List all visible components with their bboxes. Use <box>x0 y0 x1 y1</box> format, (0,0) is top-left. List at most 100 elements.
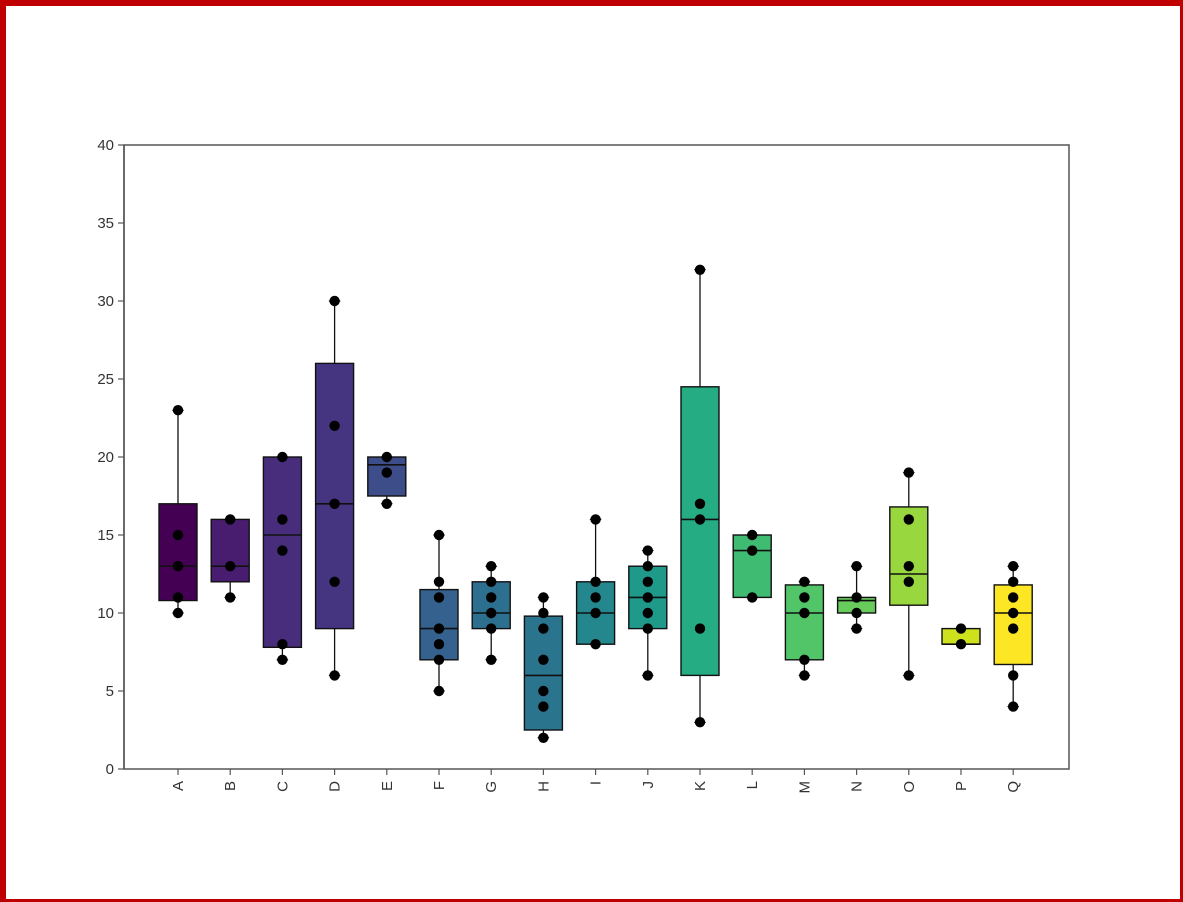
data-point <box>486 607 497 619</box>
data-point <box>590 639 601 650</box>
data-point <box>433 654 445 665</box>
data-point <box>433 623 445 634</box>
data-point <box>433 576 445 587</box>
data-point <box>694 623 706 634</box>
data-point <box>1008 592 1019 603</box>
data-point <box>486 561 497 572</box>
box-group-A <box>158 405 198 618</box>
data-point <box>851 561 862 572</box>
data-point <box>277 545 288 556</box>
data-point <box>433 685 445 697</box>
x-tick-label: L <box>744 781 761 789</box>
data-point <box>590 576 601 587</box>
x-tick-label: Q <box>1005 781 1022 793</box>
data-point <box>590 514 601 525</box>
box-group-C <box>262 452 303 665</box>
box <box>314 362 355 630</box>
box-group-O <box>889 467 929 681</box>
data-point <box>799 576 810 587</box>
y-tick-label: 0 <box>106 761 114 778</box>
y-tick-label: 30 <box>97 293 114 310</box>
data-point <box>1008 561 1019 572</box>
data-point <box>538 685 549 697</box>
y-tick-label: 20 <box>97 449 114 466</box>
x-tick-label: M <box>796 781 813 794</box>
data-point <box>694 498 706 509</box>
data-point <box>642 561 653 572</box>
data-point <box>642 670 653 681</box>
data-point <box>538 623 549 634</box>
x-tick-label: A <box>170 781 187 791</box>
box-group-L <box>732 530 772 603</box>
data-point <box>590 592 601 603</box>
box <box>158 503 198 602</box>
data-point <box>329 295 340 307</box>
data-point <box>1008 576 1019 587</box>
data-point <box>955 623 967 634</box>
data-point <box>747 529 758 541</box>
x-tick-label: E <box>379 781 396 791</box>
data-point <box>538 654 549 665</box>
x-tick-label: D <box>327 781 344 792</box>
data-point <box>172 561 184 572</box>
y-tick-label: 35 <box>97 215 114 232</box>
y-tick-label: 15 <box>97 527 114 544</box>
data-point <box>694 717 706 728</box>
data-point <box>329 498 340 509</box>
data-point <box>1008 701 1019 712</box>
data-point <box>172 529 184 541</box>
data-point <box>433 639 445 650</box>
data-point <box>172 405 184 416</box>
data-point <box>799 607 810 619</box>
data-point <box>329 576 340 587</box>
data-point <box>381 498 392 509</box>
x-tick-label: J <box>640 781 657 789</box>
data-point <box>747 545 758 556</box>
data-point <box>642 576 653 587</box>
box <box>732 534 772 599</box>
data-point <box>799 670 810 681</box>
data-point <box>433 592 445 603</box>
x-tick-label: P <box>953 781 970 791</box>
y-tick-label: 25 <box>97 371 114 388</box>
data-point <box>851 592 862 603</box>
data-point <box>277 639 288 650</box>
x-tick-label: F <box>431 781 448 790</box>
box <box>210 518 250 583</box>
data-point <box>851 607 862 619</box>
y-tick-label: 10 <box>97 605 114 622</box>
data-point <box>642 623 653 634</box>
x-tick-label: G <box>483 781 500 793</box>
x-tick-label: H <box>535 781 552 792</box>
data-point <box>642 545 653 556</box>
points-layer <box>172 264 1019 743</box>
data-point <box>694 514 706 525</box>
x-tick-label: C <box>274 781 291 792</box>
data-point <box>538 592 549 603</box>
data-point <box>538 607 549 619</box>
data-point <box>329 420 340 431</box>
data-point <box>225 514 236 525</box>
data-point <box>225 561 236 572</box>
data-point <box>277 654 288 665</box>
y-tick-label: 5 <box>106 683 114 700</box>
data-point <box>486 654 497 665</box>
data-point <box>747 592 758 603</box>
data-point <box>538 701 549 712</box>
data-point <box>1008 670 1019 681</box>
data-point <box>799 592 810 603</box>
box-group-D <box>314 296 355 681</box>
boxes-layer <box>158 264 1033 743</box>
data-point <box>903 467 914 478</box>
x-tick-label: I <box>588 781 605 785</box>
data-point <box>277 451 288 463</box>
data-point <box>642 592 653 603</box>
data-point <box>642 607 653 619</box>
data-point <box>486 592 497 603</box>
box <box>471 581 511 630</box>
box-group-F <box>419 530 459 696</box>
x-tick-label: N <box>849 781 866 792</box>
data-point <box>1008 623 1019 634</box>
data-point <box>277 514 288 525</box>
